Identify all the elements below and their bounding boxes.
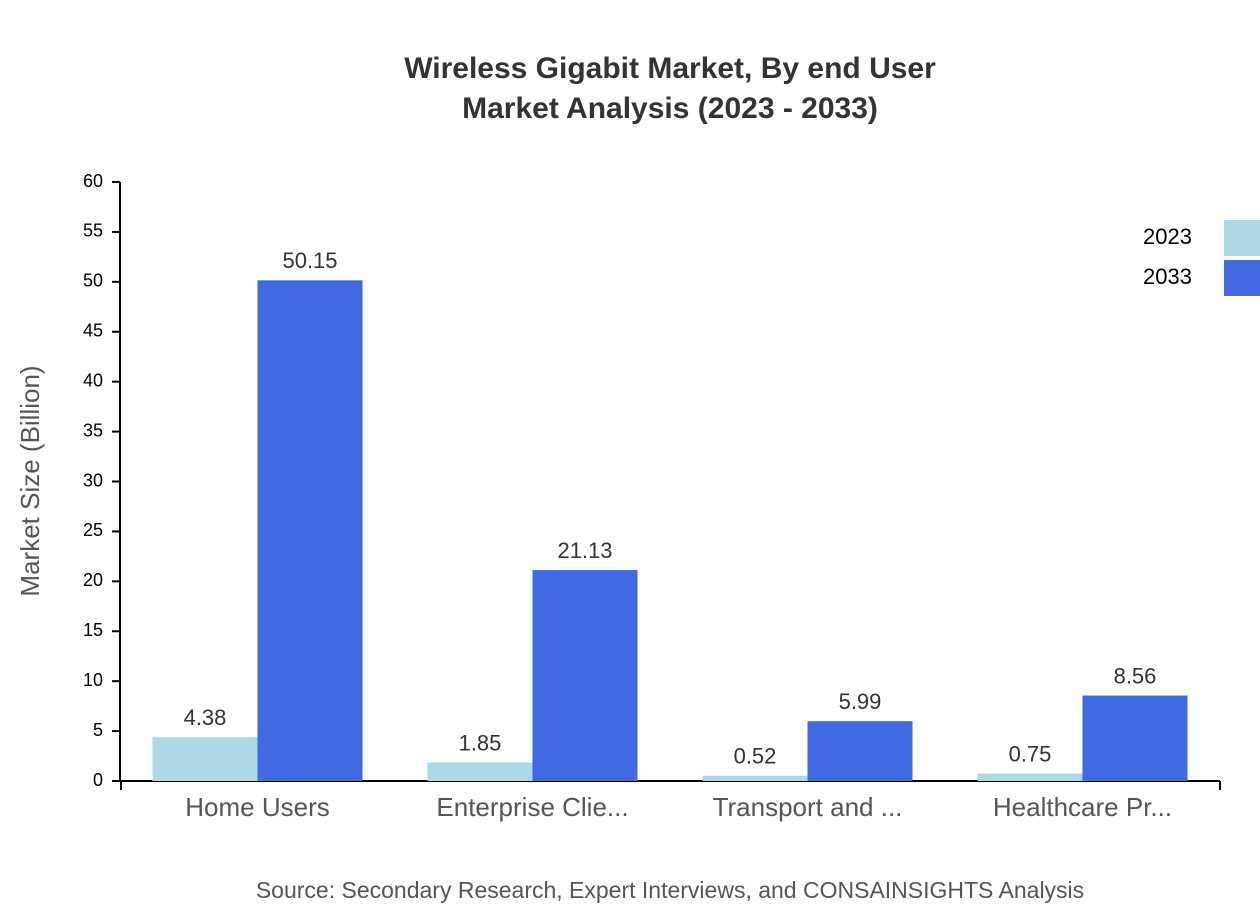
bar <box>702 775 808 781</box>
y-tick-label: 35 <box>83 420 103 440</box>
value-label: 21.13 <box>557 538 612 563</box>
y-tick-label: 25 <box>83 520 103 540</box>
bar <box>1082 695 1188 781</box>
x-tick-label: Home Users <box>185 792 329 822</box>
y-tick-label: 50 <box>83 271 103 291</box>
y-tick-label: 30 <box>83 470 103 490</box>
y-tick-label: 60 <box>83 171 103 191</box>
y-tick-label: 10 <box>83 670 103 690</box>
bar <box>152 737 258 781</box>
y-tick-label: 20 <box>83 570 103 590</box>
source-note: Source: Secondary Research, Expert Inter… <box>256 877 1084 903</box>
y-axis-label: Market Size (Billion) <box>15 365 45 596</box>
x-tick-label: Healthcare Pr... <box>993 792 1172 822</box>
legend-swatch <box>1224 220 1260 256</box>
value-label: 0.75 <box>1009 741 1052 766</box>
legend-label: 2033 <box>1143 264 1192 289</box>
value-label: 50.15 <box>282 248 337 273</box>
y-tick-label: 40 <box>83 370 103 390</box>
bar <box>257 280 363 781</box>
y-tick-label: 55 <box>83 221 103 241</box>
y-tick-label: 0 <box>93 770 103 790</box>
bar <box>977 773 1083 781</box>
legend-label: 2023 <box>1143 224 1192 249</box>
value-label: 0.52 <box>734 744 777 769</box>
value-label: 1.85 <box>459 730 502 755</box>
value-label: 8.56 <box>1114 663 1157 688</box>
value-label: 5.99 <box>839 689 882 714</box>
x-tick-label: Enterprise Clie... <box>436 792 628 822</box>
value-label: 4.38 <box>184 705 227 730</box>
bar <box>807 721 913 781</box>
legend-swatch <box>1224 260 1260 296</box>
y-tick-label: 5 <box>93 720 103 740</box>
y-tick-label: 45 <box>83 321 103 341</box>
bar <box>427 762 533 781</box>
bar <box>532 570 638 781</box>
chart-title: Wireless Gigabit Market, By end User <box>404 52 936 85</box>
x-tick-label: Transport and ... <box>713 792 903 822</box>
y-tick-label: 15 <box>83 620 103 640</box>
chart-subtitle: Market Analysis (2023 - 2033) <box>462 92 878 125</box>
